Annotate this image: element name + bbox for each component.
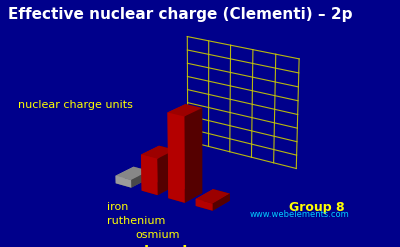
Text: Effective nuclear charge (Clementi) – 2p: Effective nuclear charge (Clementi) – 2p bbox=[8, 7, 352, 22]
